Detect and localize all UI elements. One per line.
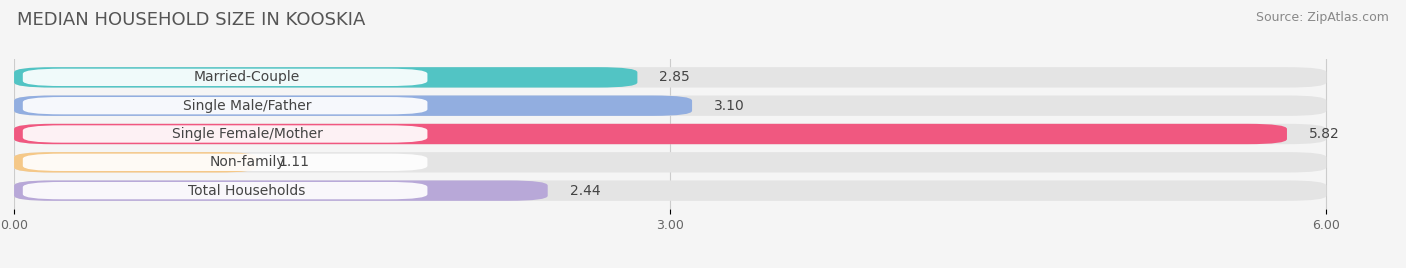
FancyBboxPatch shape [14,180,1326,201]
Text: Non-family: Non-family [209,155,285,169]
Text: 2.85: 2.85 [659,70,690,84]
FancyBboxPatch shape [14,180,548,201]
FancyBboxPatch shape [14,124,1286,144]
FancyBboxPatch shape [22,154,427,171]
FancyBboxPatch shape [14,95,1326,116]
FancyBboxPatch shape [14,124,1326,144]
FancyBboxPatch shape [14,67,637,88]
Text: MEDIAN HOUSEHOLD SIZE IN KOOSKIA: MEDIAN HOUSEHOLD SIZE IN KOOSKIA [17,11,366,29]
Text: Single Male/Father: Single Male/Father [183,99,311,113]
Text: 2.44: 2.44 [569,184,600,198]
FancyBboxPatch shape [22,97,427,114]
Text: 1.11: 1.11 [278,155,309,169]
FancyBboxPatch shape [22,69,427,86]
Text: Married-Couple: Married-Couple [194,70,299,84]
Text: 5.82: 5.82 [1309,127,1340,141]
FancyBboxPatch shape [14,95,692,116]
Text: Single Female/Mother: Single Female/Mother [172,127,322,141]
Text: Total Households: Total Households [188,184,305,198]
FancyBboxPatch shape [14,152,257,173]
FancyBboxPatch shape [22,182,427,199]
Text: Source: ZipAtlas.com: Source: ZipAtlas.com [1256,11,1389,24]
FancyBboxPatch shape [14,152,1326,173]
FancyBboxPatch shape [22,125,427,143]
FancyBboxPatch shape [14,67,1326,88]
Text: 3.10: 3.10 [714,99,745,113]
